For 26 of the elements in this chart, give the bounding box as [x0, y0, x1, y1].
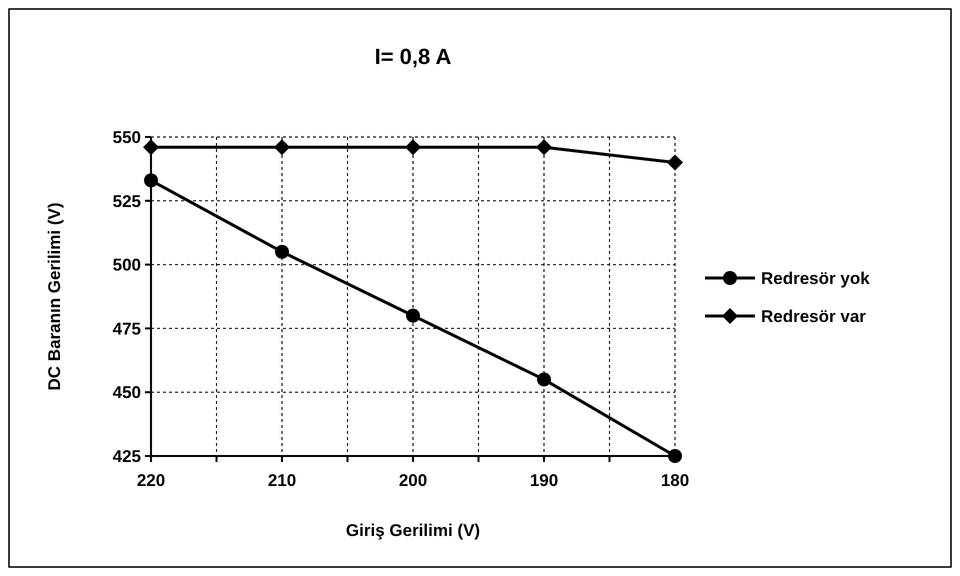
x-tick-label: 180	[660, 471, 690, 490]
x-axis-title: Giriş Gerilimi (V)	[346, 521, 480, 540]
x-tick-label: 190	[530, 471, 558, 490]
y-tick-label: 425	[112, 446, 141, 466]
x-tick-label: 200	[398, 471, 428, 490]
point	[406, 308, 420, 323]
point	[274, 139, 290, 156]
x-tick-label: 210	[268, 471, 296, 490]
point	[667, 154, 683, 171]
point	[143, 139, 159, 156]
point	[536, 139, 552, 156]
chart-title: I= 0,8 A	[374, 44, 452, 69]
point	[537, 372, 551, 386]
y-tick-label: 500	[112, 256, 141, 275]
y-tick-label: 550	[112, 128, 141, 147]
y-tick-label: 450	[112, 383, 141, 402]
point	[405, 139, 421, 156]
point	[144, 173, 158, 188]
point	[668, 449, 682, 463]
y-tick-label: 475	[112, 319, 141, 338]
y-tick-label: 525	[112, 192, 141, 211]
point	[275, 244, 289, 259]
y-axis-title: DC Baranın Gerilimi (V)	[45, 202, 64, 390]
legend-label: Redresör var	[761, 306, 866, 326]
legend-label: Redresör yok	[761, 268, 870, 288]
x-tick-label: 220	[136, 471, 166, 490]
